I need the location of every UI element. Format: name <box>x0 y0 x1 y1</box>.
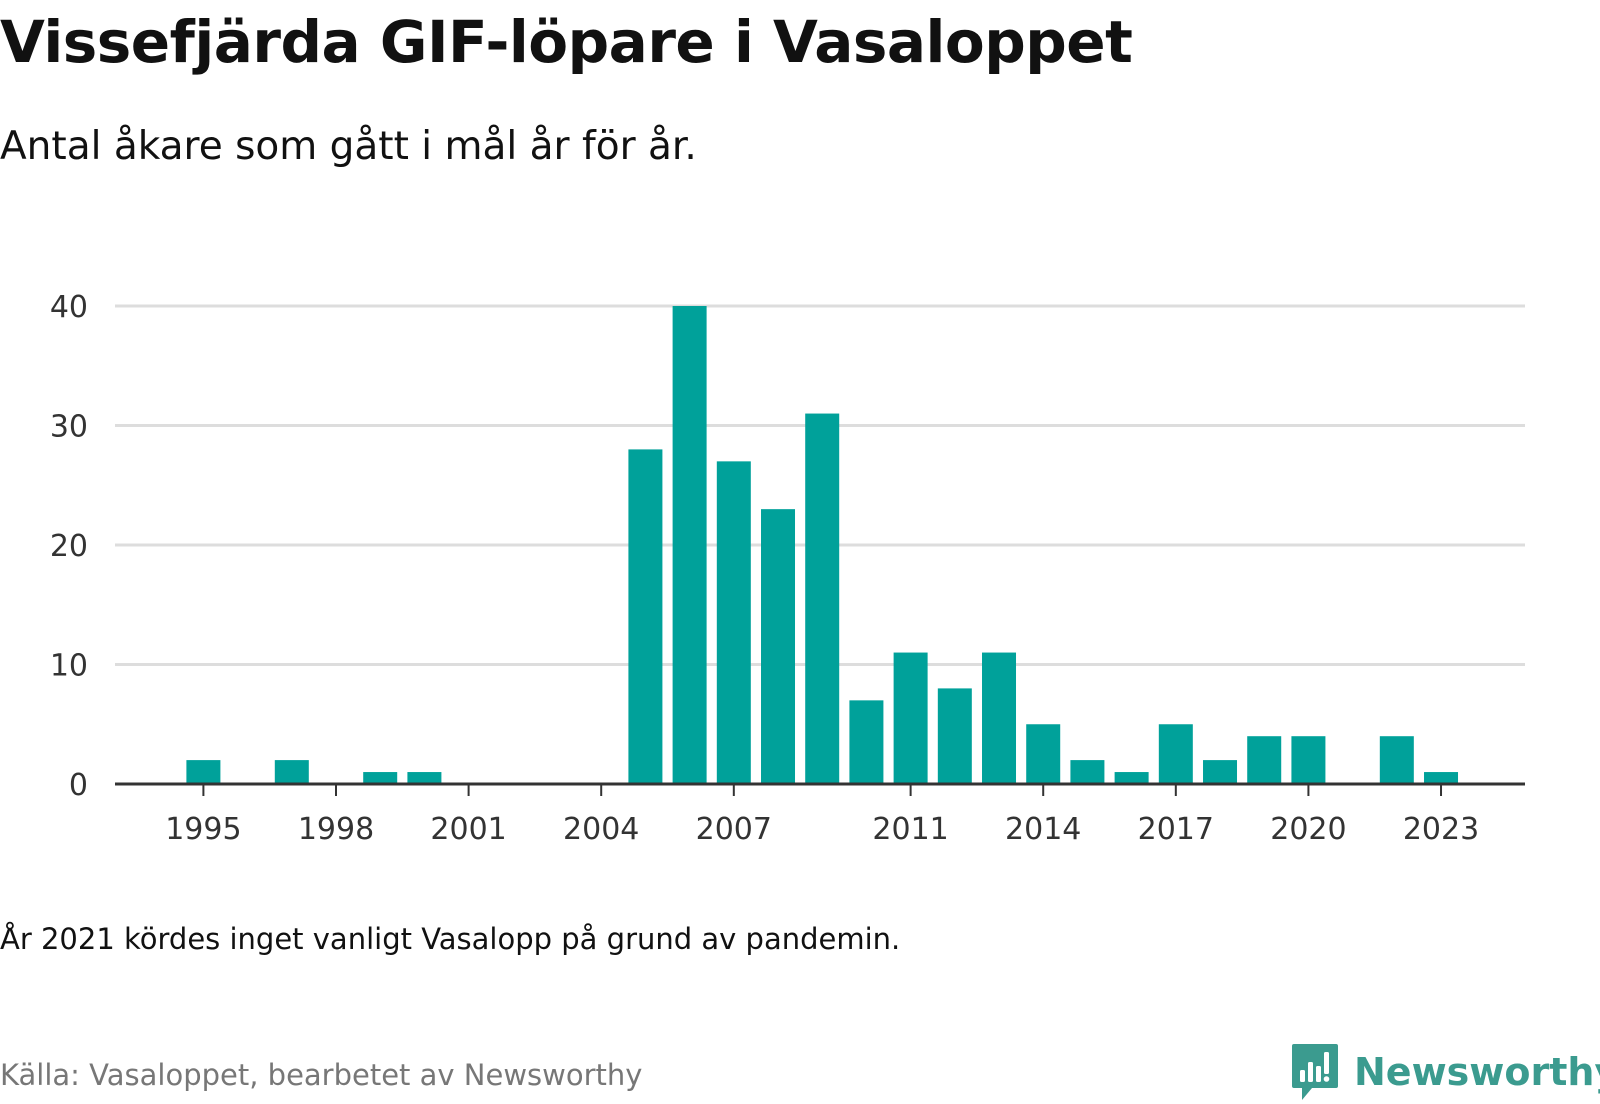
x-tick-label-2007: 2007 <box>696 812 772 847</box>
bar-2015 <box>1070 760 1105 784</box>
x-tick-label-2017: 2017 <box>1138 812 1214 847</box>
newsworthy-logo: Newsworthy <box>1290 1040 1600 1104</box>
bar-2023 <box>1424 772 1459 784</box>
x-tick-label-1998: 1998 <box>298 812 374 847</box>
chart-subtitle: Antal åkare som gått i mål år för år. <box>0 124 697 169</box>
y-tick-label-20: 20 <box>50 529 88 564</box>
bar-2009 <box>805 413 840 784</box>
x-tick-label-2011: 2011 <box>872 812 948 847</box>
footnote: År 2021 kördes inget vanligt Vasalopp på… <box>0 922 901 956</box>
bar-2005 <box>628 449 663 784</box>
bar-1997 <box>274 760 309 784</box>
brand-name: Newsworthy <box>1354 1050 1600 1094</box>
bars <box>186 306 1459 784</box>
x-tick-label-1995: 1995 <box>165 812 241 847</box>
bar-2012 <box>937 688 972 784</box>
bar-2006 <box>672 306 707 784</box>
x-tick-label-2023: 2023 <box>1403 812 1479 847</box>
bar-2010 <box>849 700 884 784</box>
bar-1999 <box>363 772 398 784</box>
y-tick-label-0: 0 <box>69 768 88 803</box>
y-tick-label-10: 10 <box>50 649 88 684</box>
bar-2013 <box>982 652 1017 784</box>
y-tick-label-40: 40 <box>50 290 88 325</box>
bar-2017 <box>1158 724 1193 784</box>
bar-2020 <box>1291 736 1326 784</box>
bar-2019 <box>1247 736 1282 784</box>
newsworthy-chart-bubble-icon <box>1292 1044 1338 1100</box>
bar-2014 <box>1026 724 1061 784</box>
bar-2016 <box>1114 772 1149 784</box>
x-tick-label-2004: 2004 <box>563 812 639 847</box>
bar-2000 <box>407 772 442 784</box>
y-tick-label-30: 30 <box>50 410 88 445</box>
bar-2011 <box>893 652 928 784</box>
chart-title: Vissefjärda GIF-löpare i Vasaloppet <box>0 8 1133 76</box>
x-tick-label-2014: 2014 <box>1005 812 1081 847</box>
bar-1995 <box>186 760 221 784</box>
x-tick-label-2001: 2001 <box>430 812 506 847</box>
bar-2007 <box>716 461 751 784</box>
x-tick-label-2020: 2020 <box>1270 812 1346 847</box>
bar-2018 <box>1203 760 1238 784</box>
bar-2022 <box>1379 736 1414 784</box>
bar-2008 <box>761 509 796 784</box>
source-note: Källa: Vasaloppet, bearbetet av Newswort… <box>0 1058 643 1092</box>
axes: 0 10 20 30 40 1995 1998 2001 2004 2007 2011 2014 201… <box>50 290 1525 847</box>
